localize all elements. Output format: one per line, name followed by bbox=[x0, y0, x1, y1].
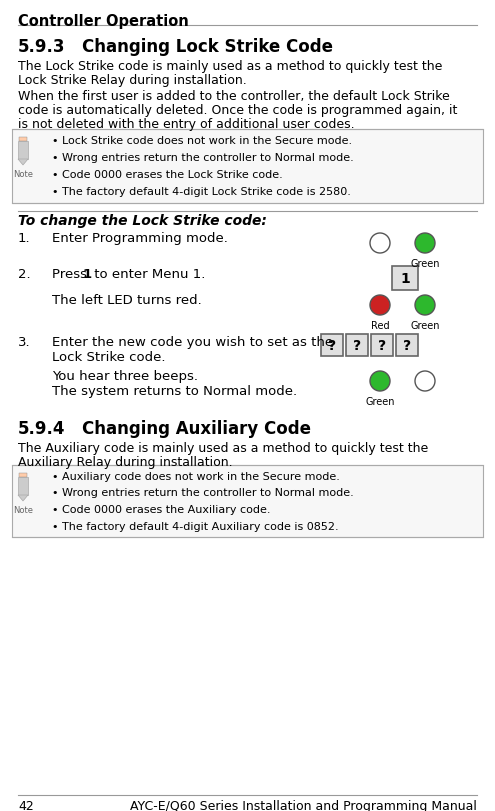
Circle shape bbox=[370, 371, 390, 392]
Text: AYC-E/Q60 Series Installation and Programming Manual: AYC-E/Q60 Series Installation and Progra… bbox=[130, 799, 477, 811]
Text: to enter Menu 1.: to enter Menu 1. bbox=[90, 268, 205, 281]
Text: Lock Strike Relay during installation.: Lock Strike Relay during installation. bbox=[18, 74, 247, 87]
Text: Note: Note bbox=[13, 169, 33, 178]
Text: 3.: 3. bbox=[18, 336, 31, 349]
FancyBboxPatch shape bbox=[19, 138, 27, 142]
Text: Green: Green bbox=[410, 259, 440, 268]
Text: • Wrong entries return the controller to Normal mode.: • Wrong entries return the controller to… bbox=[52, 152, 354, 163]
Polygon shape bbox=[18, 160, 28, 165]
Text: You hear three beeps.: You hear three beeps. bbox=[52, 370, 198, 383]
Text: • Code 0000 erases the Auxiliary code.: • Code 0000 erases the Auxiliary code. bbox=[52, 504, 270, 514]
Polygon shape bbox=[18, 496, 28, 501]
FancyBboxPatch shape bbox=[396, 335, 418, 357]
Text: The Lock Strike code is mainly used as a method to quickly test the: The Lock Strike code is mainly used as a… bbox=[18, 60, 443, 73]
FancyBboxPatch shape bbox=[321, 335, 343, 357]
Text: Changing Lock Strike Code: Changing Lock Strike Code bbox=[82, 38, 333, 56]
Text: Press: Press bbox=[52, 268, 91, 281]
Text: When the first user is added to the controller, the default Lock Strike: When the first user is added to the cont… bbox=[18, 90, 450, 103]
Text: • The factory default 4-digit Lock Strike code is 2580.: • The factory default 4-digit Lock Strik… bbox=[52, 187, 351, 197]
Text: ?: ? bbox=[403, 338, 411, 353]
Circle shape bbox=[415, 234, 435, 254]
Circle shape bbox=[370, 296, 390, 315]
Circle shape bbox=[370, 234, 390, 254]
FancyBboxPatch shape bbox=[18, 142, 28, 160]
Text: Note: Note bbox=[13, 505, 33, 514]
Text: Enter the new code you wish to set as the: Enter the new code you wish to set as th… bbox=[52, 336, 333, 349]
FancyBboxPatch shape bbox=[12, 130, 483, 204]
Text: 1: 1 bbox=[400, 272, 410, 285]
Text: 5.9.4: 5.9.4 bbox=[18, 419, 65, 437]
Text: • The factory default 4-digit Auxiliary code is 0852.: • The factory default 4-digit Auxiliary … bbox=[52, 521, 339, 531]
Text: Green: Green bbox=[365, 397, 395, 406]
Text: ?: ? bbox=[328, 338, 336, 353]
Text: ?: ? bbox=[353, 338, 361, 353]
FancyBboxPatch shape bbox=[19, 474, 27, 478]
FancyBboxPatch shape bbox=[18, 478, 28, 496]
Text: Controller Operation: Controller Operation bbox=[18, 14, 189, 29]
Text: • Code 0000 erases the Lock Strike code.: • Code 0000 erases the Lock Strike code. bbox=[52, 169, 283, 180]
FancyBboxPatch shape bbox=[371, 335, 393, 357]
Text: The Auxiliary code is mainly used as a method to quickly test the: The Auxiliary code is mainly used as a m… bbox=[18, 441, 428, 454]
Text: • Auxiliary code does not work in the Secure mode.: • Auxiliary code does not work in the Se… bbox=[52, 471, 340, 482]
Text: 1: 1 bbox=[83, 268, 92, 281]
Text: To change the Lock Strike code:: To change the Lock Strike code: bbox=[18, 214, 267, 228]
Text: Lock Strike code.: Lock Strike code. bbox=[52, 350, 165, 363]
Text: Green: Green bbox=[410, 320, 440, 331]
Text: • Lock Strike code does not work in the Secure mode.: • Lock Strike code does not work in the … bbox=[52, 135, 352, 146]
Text: 5.9.3: 5.9.3 bbox=[18, 38, 65, 56]
FancyBboxPatch shape bbox=[346, 335, 368, 357]
Text: is not deleted with the entry of additional user codes.: is not deleted with the entry of additio… bbox=[18, 118, 354, 131]
Circle shape bbox=[415, 296, 435, 315]
Text: The system returns to Normal mode.: The system returns to Normal mode. bbox=[52, 384, 297, 397]
Text: Auxiliary Relay during installation.: Auxiliary Relay during installation. bbox=[18, 456, 233, 469]
Text: The left LED turns red.: The left LED turns red. bbox=[52, 294, 202, 307]
FancyBboxPatch shape bbox=[12, 466, 483, 538]
Text: code is automatically deleted. Once the code is programmed again, it: code is automatically deleted. Once the … bbox=[18, 104, 457, 117]
Text: Enter Programming mode.: Enter Programming mode. bbox=[52, 232, 228, 245]
FancyBboxPatch shape bbox=[392, 267, 418, 290]
Text: Changing Auxiliary Code: Changing Auxiliary Code bbox=[82, 419, 311, 437]
Text: 1.: 1. bbox=[18, 232, 31, 245]
Text: ?: ? bbox=[378, 338, 386, 353]
Circle shape bbox=[415, 371, 435, 392]
Text: 42: 42 bbox=[18, 799, 34, 811]
Text: Red: Red bbox=[371, 320, 389, 331]
Text: 2.: 2. bbox=[18, 268, 31, 281]
Text: • Wrong entries return the controller to Normal mode.: • Wrong entries return the controller to… bbox=[52, 488, 354, 498]
